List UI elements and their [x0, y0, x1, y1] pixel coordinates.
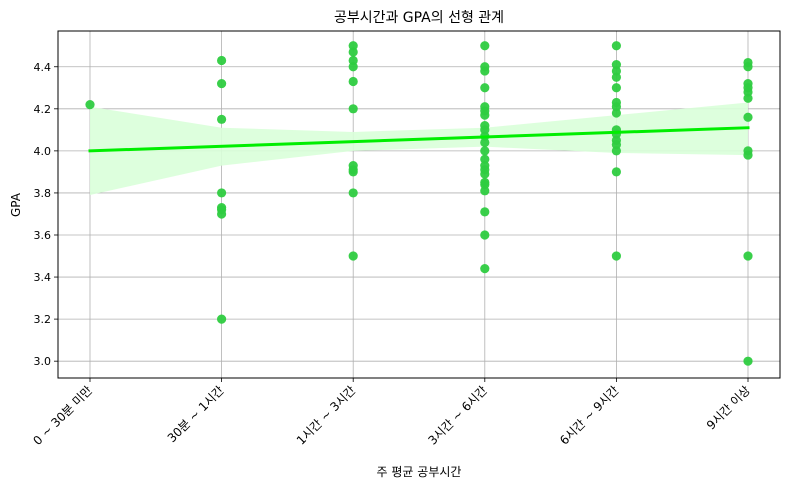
data-point [217, 55, 227, 66]
data-point [743, 87, 753, 97]
x-tick-label: 6시간 ~ 9시간 [557, 383, 621, 447]
plot-frame [54, 30, 781, 382]
chart-title: 공부시간과 GPA의 선형 관계 [334, 10, 504, 26]
data-point [480, 179, 490, 190]
confidence-band [90, 102, 748, 196]
data-point [480, 154, 490, 164]
data-point [480, 66, 490, 76]
data-point [348, 188, 358, 198]
x-tick-label: 1시간 ~ 3시간 [294, 383, 358, 447]
y-axis-label: GPA [9, 192, 23, 217]
data-point [480, 264, 490, 274]
data-point [611, 60, 622, 70]
data-point [611, 66, 622, 76]
data-points [85, 41, 753, 366]
data-point [480, 125, 490, 135]
data-point [348, 104, 358, 114]
data-point [611, 41, 622, 51]
x-tick-label: 3시간 ~ 6시간 [425, 383, 489, 447]
x-tick-label: 0 ~ 30분 미만 [30, 383, 95, 448]
data-point [217, 188, 227, 198]
x-tick-label: 9시간 이상 [704, 383, 753, 432]
data-point [480, 230, 490, 240]
regression-line [88, 126, 750, 153]
data-point [743, 112, 753, 122]
data-point [611, 167, 622, 177]
data-point [743, 93, 753, 103]
y-tick-label: 3.6 [34, 229, 52, 242]
y-tick-labels: 3.0 3.2 3.4 3.6 3.8 4.0 4.2 4.4 [34, 61, 52, 368]
data-point [743, 356, 753, 366]
regression-line-group [88, 126, 750, 153]
data-point [611, 102, 622, 112]
data-point [348, 47, 358, 57]
data-point [480, 169, 490, 179]
data-point [480, 146, 490, 156]
data-point [611, 139, 622, 150]
y-tick-label: 3.8 [34, 187, 52, 200]
data-point [348, 62, 358, 72]
data-point [480, 83, 490, 93]
data-point [743, 150, 753, 160]
data-point [480, 41, 490, 51]
data-point [743, 62, 753, 72]
y-tick-label: 3.2 [34, 313, 52, 326]
data-point [217, 209, 227, 219]
y-tick-label: 3.4 [34, 271, 52, 284]
data-point [611, 108, 622, 118]
confidence-band-area [90, 102, 748, 196]
data-point [85, 100, 95, 110]
data-point [611, 251, 622, 261]
data-point [217, 78, 227, 89]
y-tick-label: 4.0 [34, 145, 52, 158]
data-point [348, 41, 358, 51]
data-point [480, 207, 490, 217]
y-tick-label: 4.4 [34, 61, 52, 74]
y-tick-label: 3.0 [34, 355, 52, 368]
data-point [743, 251, 753, 261]
x-axis-label: 주 평균 공부시간 [377, 465, 462, 479]
data-point [348, 76, 358, 87]
grid-lines [58, 31, 780, 378]
y-tick-label: 4.2 [34, 103, 52, 116]
data-point [480, 137, 490, 148]
data-point [480, 110, 490, 120]
data-point [348, 55, 358, 66]
data-point [348, 251, 358, 261]
data-point [348, 167, 358, 177]
data-point [217, 114, 227, 124]
data-point [480, 186, 490, 196]
data-point [611, 146, 622, 156]
plot-border [57, 30, 781, 379]
data-point [217, 314, 227, 324]
x-tick-labels: 0 ~ 30분 미만 30분 ~ 1시간 1시간 ~ 3시간 3시간 ~ 6시간 6시간… [30, 383, 753, 448]
data-point [611, 72, 622, 82]
data-point [611, 83, 622, 93]
x-tick-label: 30분 ~ 1시간 [165, 383, 227, 445]
